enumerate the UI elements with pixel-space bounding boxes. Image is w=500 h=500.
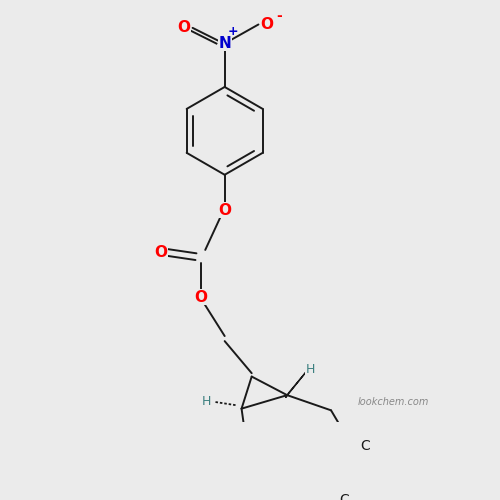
Text: N: N (218, 36, 231, 51)
Text: C: C (360, 439, 370, 453)
Text: C: C (340, 493, 349, 500)
Text: H: H (202, 396, 211, 408)
Text: O: O (218, 202, 231, 218)
Text: O: O (178, 20, 190, 36)
Text: -: - (276, 9, 281, 23)
Text: lookchem.com: lookchem.com (358, 397, 429, 407)
Text: H: H (306, 364, 316, 376)
Text: +: + (228, 24, 238, 38)
Text: O: O (260, 17, 274, 32)
Polygon shape (286, 372, 306, 398)
Text: O: O (154, 245, 167, 260)
Text: O: O (194, 290, 207, 304)
